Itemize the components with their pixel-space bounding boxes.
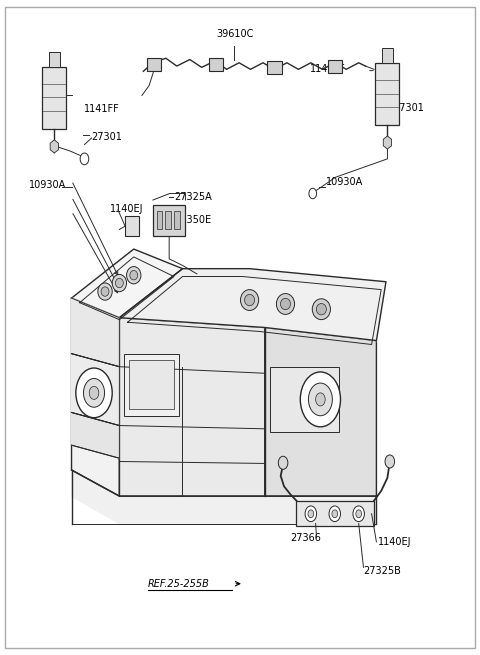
- Bar: [147, 58, 161, 71]
- Circle shape: [308, 510, 314, 517]
- Circle shape: [353, 506, 364, 521]
- Polygon shape: [120, 318, 265, 496]
- Bar: [124, 354, 179, 416]
- Polygon shape: [72, 298, 120, 367]
- Circle shape: [356, 510, 361, 517]
- Circle shape: [89, 386, 99, 400]
- Circle shape: [309, 188, 317, 198]
- Text: 10930A: 10930A: [28, 180, 66, 190]
- Text: REF.25-255B: REF.25-255B: [148, 579, 210, 589]
- Polygon shape: [72, 413, 120, 458]
- Bar: [165, 211, 171, 229]
- Polygon shape: [120, 269, 386, 341]
- Ellipse shape: [112, 274, 127, 291]
- Text: 27301: 27301: [393, 103, 424, 113]
- Ellipse shape: [101, 287, 109, 296]
- Text: 1141FF: 1141FF: [84, 103, 119, 113]
- Bar: [153, 204, 185, 236]
- Bar: [125, 216, 139, 236]
- Ellipse shape: [116, 278, 123, 288]
- Text: 27325A: 27325A: [174, 192, 212, 202]
- Circle shape: [278, 457, 288, 470]
- Ellipse shape: [240, 290, 259, 310]
- Bar: [42, 67, 66, 129]
- Bar: [270, 367, 339, 432]
- Circle shape: [300, 372, 340, 427]
- Bar: [174, 211, 180, 229]
- Bar: [48, 52, 60, 67]
- Circle shape: [76, 368, 112, 418]
- Circle shape: [305, 506, 317, 521]
- Polygon shape: [265, 328, 376, 496]
- Circle shape: [332, 510, 337, 517]
- Text: 27301: 27301: [92, 132, 122, 141]
- Circle shape: [84, 379, 105, 407]
- Text: 27350E: 27350E: [174, 215, 211, 225]
- Circle shape: [80, 153, 89, 165]
- Bar: [129, 360, 174, 409]
- Circle shape: [309, 383, 332, 416]
- Bar: [375, 63, 399, 125]
- Circle shape: [329, 506, 340, 521]
- Ellipse shape: [276, 293, 295, 314]
- Text: 10930A: 10930A: [326, 178, 363, 187]
- Bar: [297, 500, 374, 525]
- Circle shape: [385, 455, 395, 468]
- Bar: [327, 60, 342, 73]
- Ellipse shape: [312, 299, 330, 320]
- Polygon shape: [72, 354, 120, 426]
- Text: 1140EJ: 1140EJ: [378, 537, 411, 547]
- Text: 27366: 27366: [290, 533, 321, 543]
- Text: 1141FF: 1141FF: [310, 64, 345, 74]
- Ellipse shape: [127, 267, 141, 284]
- Polygon shape: [72, 298, 120, 496]
- Bar: [157, 211, 162, 229]
- Ellipse shape: [245, 294, 254, 306]
- Text: 1140EJ: 1140EJ: [110, 204, 144, 214]
- Bar: [382, 48, 393, 63]
- Circle shape: [316, 393, 325, 406]
- Text: 27325B: 27325B: [363, 566, 401, 576]
- Ellipse shape: [98, 283, 112, 300]
- Ellipse shape: [316, 303, 326, 315]
- Polygon shape: [72, 470, 376, 523]
- Ellipse shape: [130, 271, 138, 280]
- Polygon shape: [72, 249, 182, 318]
- Ellipse shape: [280, 298, 290, 310]
- Bar: [209, 58, 223, 71]
- Bar: [267, 61, 282, 74]
- Text: 39610C: 39610C: [216, 29, 254, 39]
